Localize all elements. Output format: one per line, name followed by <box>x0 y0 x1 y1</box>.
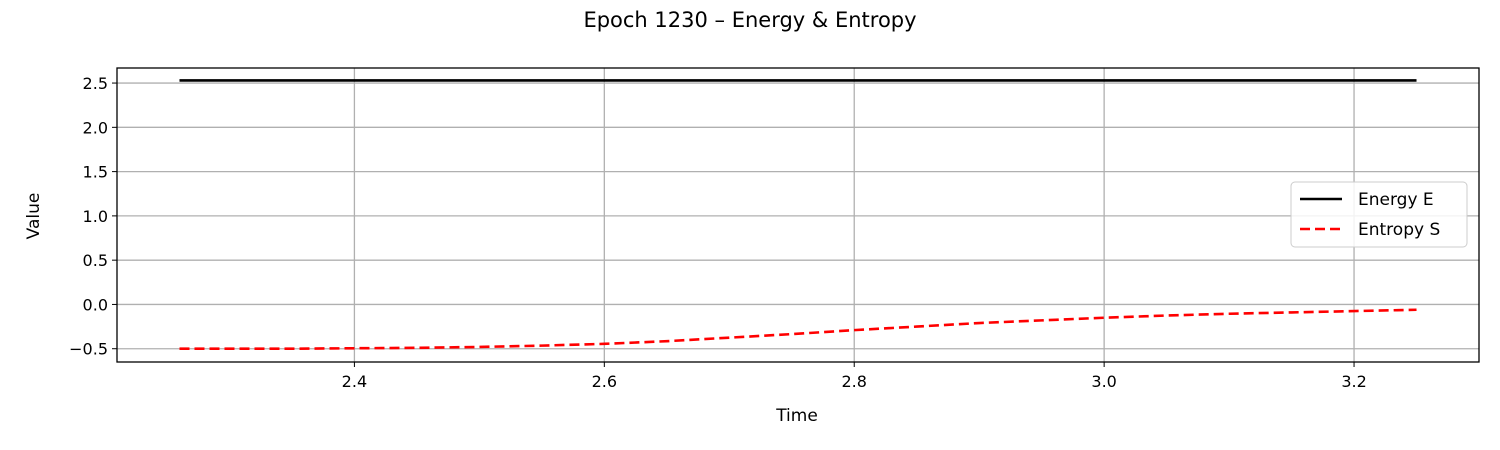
series-group <box>179 79 1417 351</box>
x-tick-label: 2.6 <box>592 372 617 391</box>
y-axis-label: Value <box>24 193 44 240</box>
legend: Energy E Entropy S <box>1290 181 1468 248</box>
grid <box>117 68 1479 362</box>
y-tick-label: 1.5 <box>83 163 108 182</box>
y-tick-label: 1.0 <box>83 207 108 226</box>
x-axis-label: Time <box>775 406 818 426</box>
entropy-line <box>179 308 1417 351</box>
legend-label: Energy E <box>1358 190 1434 210</box>
chart-title: Epoch 1230 – Energy & Entropy <box>583 8 916 32</box>
plot-area <box>116 67 1480 363</box>
y-tick-label: 2.5 <box>83 74 108 93</box>
y-tick-label: −0.5 <box>69 340 108 359</box>
x-tick-label: 2.8 <box>842 372 867 391</box>
y-tick-label: 2.0 <box>83 118 108 137</box>
y-tick-label: 0.5 <box>83 251 108 270</box>
y-tick-label: 0.0 <box>83 295 108 314</box>
x-tick-label: 2.4 <box>342 372 367 391</box>
x-tick-label: 3.0 <box>1091 372 1116 391</box>
ticks: 2.4 2.6 2.8 3.0 3.2 −0.5 0.0 0.5 1.0 1.5 2.0 2.5 <box>69 74 1367 391</box>
legend-label: Entropy S <box>1358 220 1440 240</box>
x-tick-label: 3.2 <box>1341 372 1366 391</box>
